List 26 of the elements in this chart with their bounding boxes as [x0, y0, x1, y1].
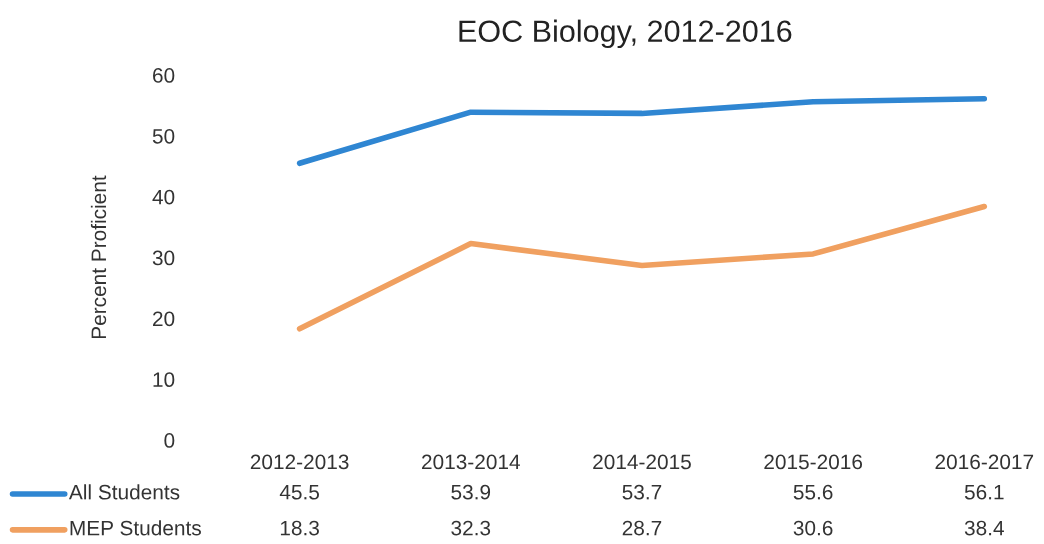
data-label: 38.4 — [964, 520, 1004, 536]
x-tick-label: 2012-2013 — [250, 454, 349, 470]
y-tick-label: 50 — [152, 128, 175, 144]
chart-title: EOC Biology, 2012-2016 — [459, 19, 792, 49]
x-tick-label: 2015-2016 — [764, 454, 863, 470]
x-tick-label: 2014-2015 — [593, 454, 691, 470]
x-tick-label: 2013-2014 — [422, 454, 520, 470]
y-tick-label: 10 — [153, 372, 175, 388]
y-axis-title: Percent Proficient — [90, 175, 107, 339]
data-label: 30.6 — [793, 520, 833, 536]
x-tick-label: 2016-2017 — [935, 454, 1034, 470]
legend-label: All Students — [68, 484, 180, 500]
data-label: 18.3 — [280, 520, 319, 536]
data-label: 32.3 — [451, 520, 491, 536]
data-label: 53.9 — [451, 484, 491, 500]
data-label: 28.7 — [622, 520, 662, 536]
y-tick-label: 40 — [152, 189, 175, 205]
y-tick-label: 30 — [152, 250, 175, 266]
data-label: 45.5 — [279, 485, 320, 500]
y-tick-label: 60 — [153, 68, 175, 83]
legend-label: MEP Students — [70, 520, 201, 536]
y-tick-label: 20 — [153, 311, 175, 327]
data-label: 56.1 — [964, 484, 1004, 500]
y-tick-label: 0 — [164, 433, 175, 448]
data-label: 53.7 — [622, 484, 662, 500]
data-label: 55.6 — [793, 484, 833, 500]
